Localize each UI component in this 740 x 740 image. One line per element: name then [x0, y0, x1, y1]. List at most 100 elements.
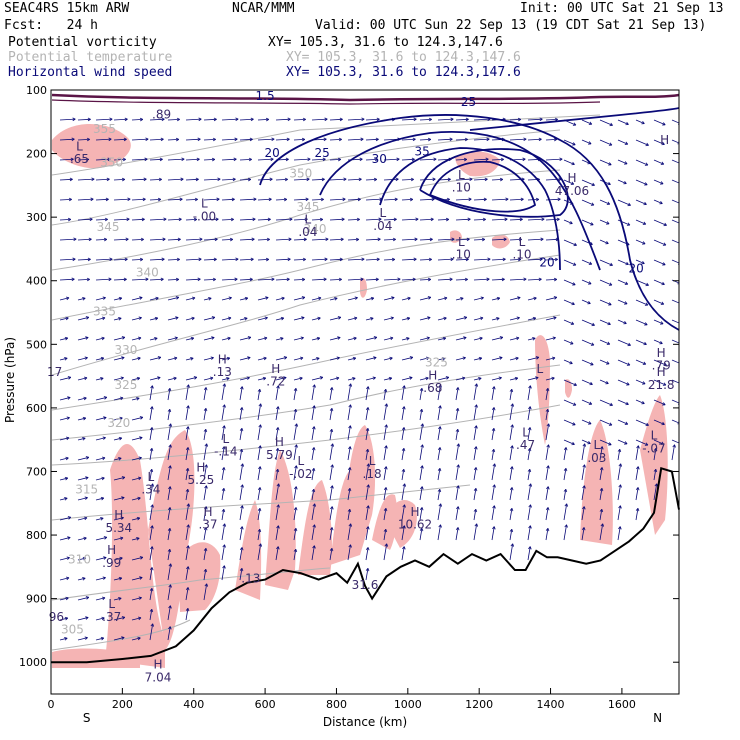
wind-vector-238 [203, 569, 207, 581]
wind-vector-head-348 [293, 388, 298, 392]
wind-vector-head-603 [492, 484, 496, 488]
wind-vector-head-288 [265, 117, 270, 122]
wind-vector-626 [509, 508, 513, 521]
wind-vector-head-498 [433, 157, 437, 162]
wind-vector-796 [653, 379, 667, 386]
wind-vector-129 [131, 537, 140, 541]
wind-vector-108 [131, 119, 143, 121]
wind-vector-44 [77, 456, 89, 461]
wind-vector-701 [581, 219, 594, 226]
wind-vector-802 [653, 483, 658, 501]
wind-vector-178 [167, 423, 172, 441]
wind-vector-598 [491, 386, 495, 401]
wind-vector-head-687 [573, 382, 577, 387]
wind-vector-511 [419, 409, 423, 421]
wind-vector-head-262 [222, 544, 226, 548]
wind-vector-740 [617, 119, 629, 125]
wind-vector-head-118 [138, 316, 142, 320]
wind-vector-328 [275, 448, 279, 461]
wind-vector-505 [419, 296, 431, 301]
wind-vector-603 [491, 484, 495, 501]
wind-vector-685 [563, 339, 574, 345]
wind-vector-476 [401, 178, 414, 181]
wind-vector-head-746 [626, 242, 630, 246]
wind-vector-head-274 [244, 317, 248, 321]
wind-vector-275 [239, 336, 251, 341]
wind-vector-head-800 [653, 448, 658, 452]
wind-vector-head-776 [641, 400, 645, 405]
wind-vector-420 [347, 446, 351, 461]
wind-vector-head-424 [348, 523, 353, 527]
wind-vector-head-334 [302, 117, 306, 122]
wind-vector-head-408 [356, 217, 360, 222]
wind-vector-348 [293, 388, 297, 401]
wind-vector-387 [329, 258, 343, 261]
wind-vector-563 [473, 138, 490, 141]
wind-vector-769 [635, 259, 645, 264]
pv-extremum-kind-25: L [651, 429, 658, 443]
wind-vector-434 [365, 278, 379, 281]
wind-vector-547 [455, 258, 469, 261]
wind-vector-409 [347, 239, 359, 241]
pv-extremum-kind-15: L [148, 470, 155, 484]
wind-vector-615 [509, 297, 521, 301]
wind-vector-534 [437, 426, 441, 441]
wind-vector-317 [275, 238, 292, 241]
wind-vector-671 [545, 486, 549, 501]
wind-vector-304 [257, 424, 261, 441]
wind-vector-head-335 [301, 137, 306, 142]
wind-vector-331 [275, 504, 279, 521]
wind-vector-head-751 [627, 342, 631, 347]
wind-vector-23 [59, 577, 70, 581]
wind-vector-367 [311, 317, 321, 321]
wind-vector-head-64 [101, 316, 106, 321]
wind-vector-40 [77, 377, 88, 381]
wind-vector-706 [581, 319, 595, 326]
wind-vector-403 [347, 118, 365, 121]
wind-vector-head-223 [212, 277, 216, 282]
wind-vector-head-773 [643, 341, 647, 346]
wind-vector-533 [437, 405, 441, 421]
wind-vector-head-765 [644, 182, 648, 186]
wind-vector-head-193 [194, 197, 198, 202]
wind-vector-530 [437, 357, 446, 361]
wind-vector-head-162 [176, 117, 180, 122]
wind-vector-101 [113, 517, 124, 521]
wind-vector-head-330 [276, 483, 281, 487]
wind-vector-head-446 [366, 505, 370, 509]
wind-speed-contour-5 [469, 107, 679, 131]
wind-vector-126 [131, 477, 142, 481]
wind-vector-head-788 [663, 222, 667, 227]
wind-vector-679 [563, 219, 573, 224]
wind-vector-head-168 [177, 237, 181, 242]
wind-vector-head-737 [599, 488, 604, 492]
wind-vector-516 [419, 507, 423, 521]
wind-vector-801 [653, 469, 657, 481]
wind-vector-head-18 [64, 476, 69, 481]
wind-vector-448 [365, 547, 369, 561]
wind-vector-647 [527, 469, 531, 481]
wind-vector-head-485 [409, 356, 414, 360]
wind-vector-head-623 [510, 445, 514, 449]
pv-extremum-kind-0: L [76, 139, 83, 153]
wind-vector-404 [347, 138, 364, 141]
wind-vector-788 [653, 219, 667, 226]
wind-vector-59 [95, 218, 108, 221]
wind-vector-head-467 [384, 445, 388, 449]
wind-vector-head-318 [287, 257, 291, 262]
wind-vector-head-586 [500, 157, 504, 162]
wind-vector-697 [581, 139, 592, 145]
wind-vector-324 [275, 377, 287, 381]
wind-vector-head-77 [102, 576, 106, 580]
wind-vector-head-636 [539, 257, 543, 262]
wind-vector-head-766 [643, 201, 647, 206]
wind-vector-head-200 [190, 336, 195, 341]
wind-vector-474 [401, 138, 416, 141]
wind-vector-head-299 [263, 336, 268, 341]
wind-vector-78 [95, 597, 106, 601]
wind-vector-head-415 [352, 356, 357, 361]
wind-vector-head-676 [571, 161, 575, 166]
wind-vector-head-256 [222, 425, 226, 429]
wind-vector-118 [131, 317, 142, 321]
wind-vector-head-369 [316, 357, 320, 361]
